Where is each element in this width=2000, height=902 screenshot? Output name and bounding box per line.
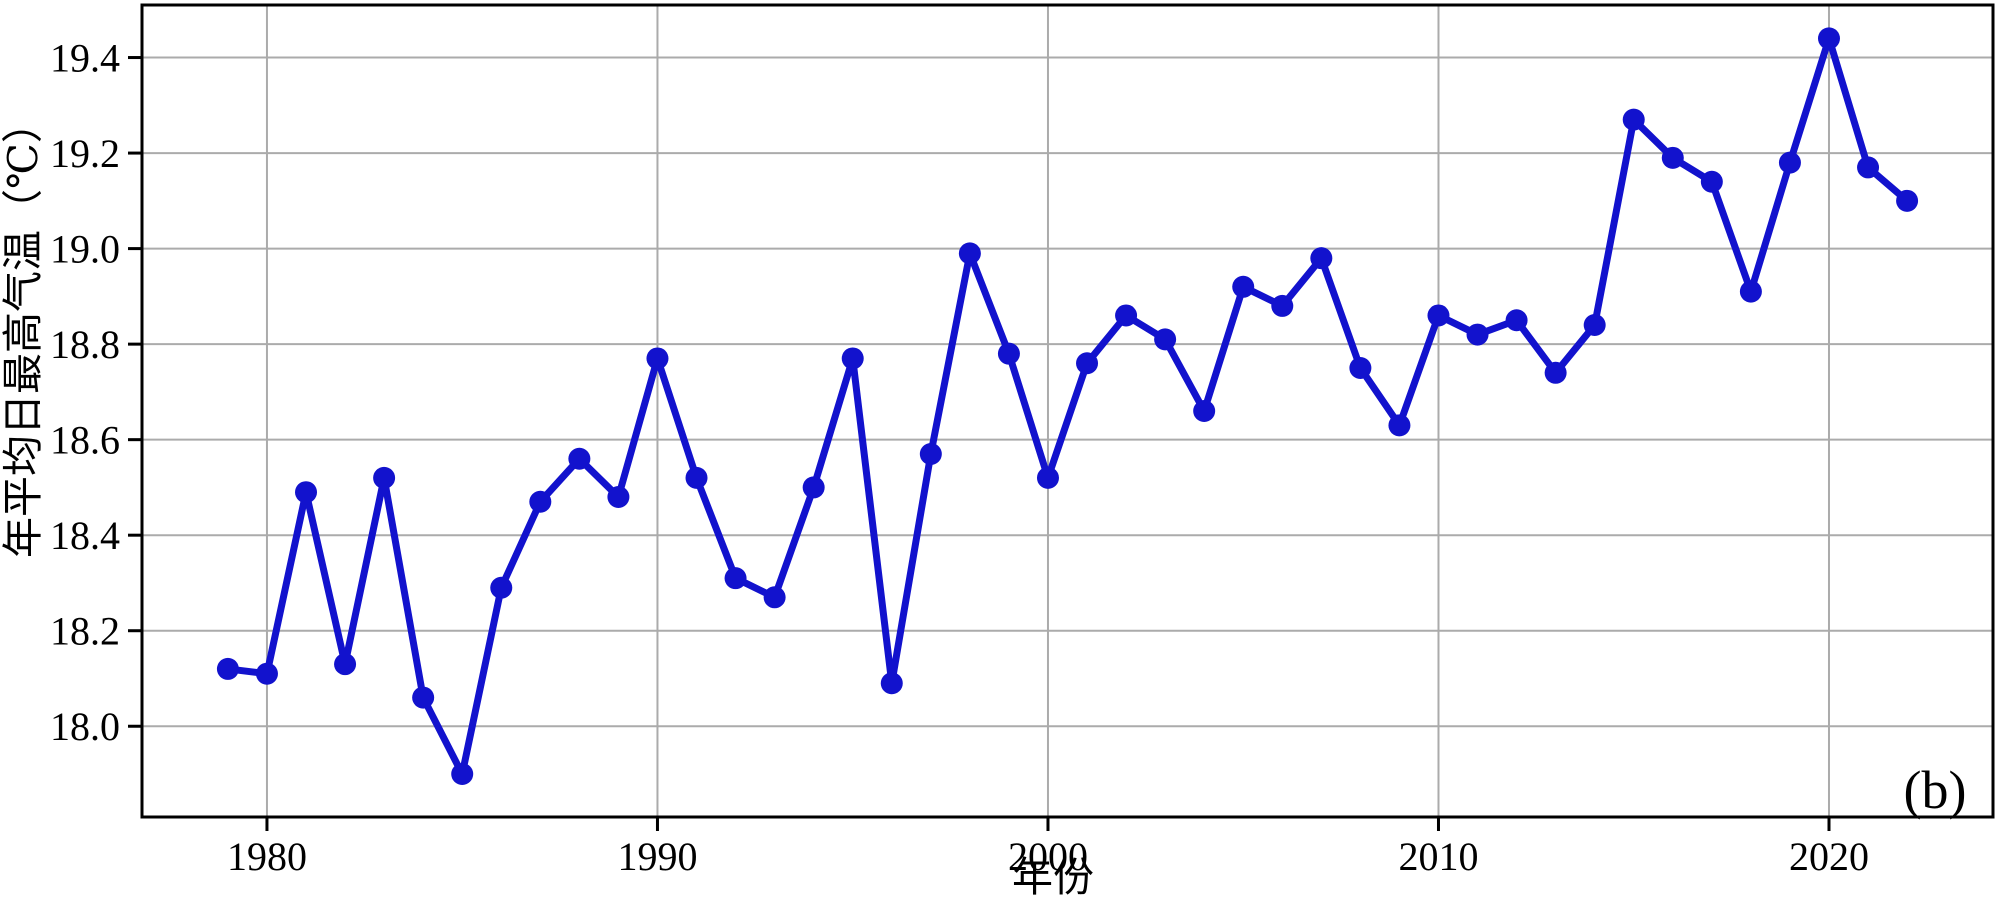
- y-tick-label: 19.0: [50, 227, 120, 272]
- data-point: [255, 662, 278, 685]
- x-axis-title: 年份: [1012, 854, 1094, 900]
- data-point: [1661, 146, 1684, 169]
- data-point: [451, 763, 474, 786]
- data-point: [919, 442, 942, 465]
- data-point: [997, 342, 1020, 365]
- x-tick-label: 1980: [227, 834, 307, 879]
- data-point: [373, 466, 396, 489]
- data-point: [1739, 280, 1762, 303]
- data-point: [568, 447, 591, 470]
- data-point: [412, 686, 435, 709]
- data-point: [802, 476, 825, 499]
- data-point: [1700, 170, 1723, 193]
- data-point: [1466, 323, 1489, 346]
- tick-layer: 1980 1990 2000 2010 2020 18.0 18.2 18.4 18.6 18.8…: [50, 36, 1869, 879]
- y-axis-title: 年平均日最高气温（℃）: [0, 102, 46, 558]
- data-point: [1349, 357, 1372, 380]
- panel-label: (b): [1904, 760, 1967, 820]
- data-point: [334, 653, 357, 676]
- data-point: [1857, 156, 1880, 179]
- data-point: [1193, 400, 1216, 422]
- data-point: [1896, 189, 1919, 212]
- data-point: [1583, 314, 1606, 337]
- y-tick-label: 19.4: [50, 36, 120, 81]
- series-line: [224, 34, 1911, 778]
- data-point: [1817, 27, 1840, 50]
- axes-border: [140, 3, 1995, 819]
- y-tick-label: 18.4: [50, 513, 120, 558]
- y-tick-label: 18.6: [50, 418, 120, 463]
- data-point: [1115, 304, 1138, 327]
- data-point: [490, 576, 513, 599]
- data-point: [841, 347, 864, 370]
- data-point: [607, 485, 630, 508]
- data-point: [1232, 275, 1255, 298]
- data-point: [1622, 108, 1645, 131]
- data-point: [1505, 309, 1528, 332]
- y-tick-label: 19.2: [50, 131, 120, 176]
- data-point: [724, 567, 747, 590]
- data-point: [1154, 328, 1177, 351]
- data-point: [1544, 361, 1567, 384]
- y-tick-label: 18.0: [50, 704, 120, 749]
- data-point: [1310, 247, 1333, 270]
- data-point: [1076, 352, 1099, 375]
- data-point: [958, 242, 981, 265]
- grid-layer: [142, 5, 1993, 817]
- x-tick-label: 2010: [1398, 834, 1478, 879]
- data-point: [646, 347, 669, 370]
- plot-frame: [140, 3, 1995, 819]
- data-point: [1388, 414, 1411, 437]
- data-point: [1036, 466, 1059, 489]
- data-point: [216, 657, 239, 680]
- data-point: [685, 466, 708, 489]
- data-point: [1271, 294, 1294, 317]
- data-point: [880, 672, 903, 695]
- data-point: [295, 481, 318, 504]
- x-tick-label: 1990: [617, 834, 697, 879]
- y-tick-label: 18.8: [50, 322, 120, 367]
- y-tick-label: 18.2: [50, 609, 120, 654]
- data-point: [1427, 304, 1450, 327]
- data-point: [763, 586, 786, 609]
- x-tick-label: 2020: [1789, 834, 1869, 879]
- data-point: [1778, 151, 1801, 174]
- data-point: [529, 490, 552, 513]
- x-tick-label: 2000: [1008, 834, 1088, 879]
- series-layer: [216, 27, 1919, 786]
